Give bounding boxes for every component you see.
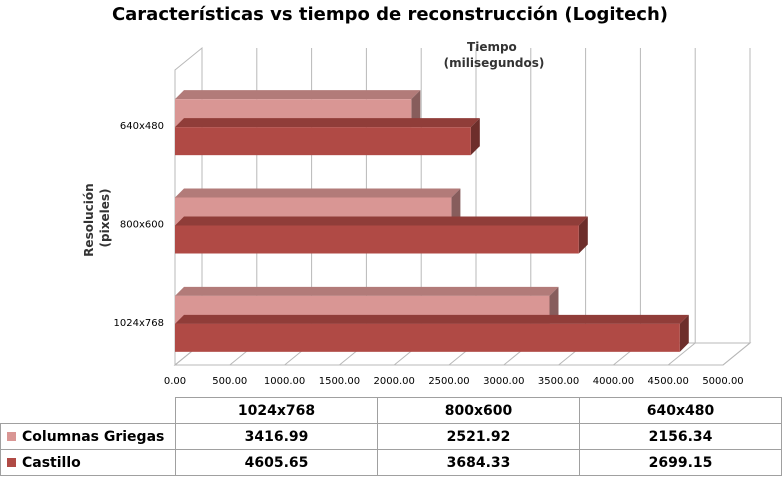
data-table-cell: 3416.99 [175, 423, 378, 450]
x-tick-label: 2000.00 [374, 376, 415, 387]
bar-face [175, 127, 471, 156]
x-axis-title-line1: Tiempo [467, 40, 517, 54]
x-tick-label: 4500.00 [648, 376, 689, 387]
data-table-header: 800x600 [377, 397, 580, 424]
bar-end [549, 286, 559, 324]
legend-swatch [7, 431, 16, 441]
data-table-cell: 4605.65 [175, 449, 378, 476]
data-table-cell: 2699.15 [579, 449, 782, 476]
bar-end [451, 188, 461, 226]
legend-swatch [7, 457, 16, 467]
bar-end [578, 216, 588, 254]
y-axis-title-line1: Resolución [82, 183, 96, 256]
legend-entry-castillo: Castillo [0, 449, 176, 476]
x-tick-label: 4000.00 [593, 376, 634, 387]
data-table: 1024x768 800x600 640x480 Columnas Griega… [0, 397, 782, 476]
gridline-floor [722, 342, 751, 366]
bar-top [175, 90, 421, 100]
bar-top [175, 118, 480, 128]
bar-end [470, 118, 480, 156]
data-table-header: 1024x768 [175, 397, 378, 424]
x-tick-label: 3500.00 [538, 376, 579, 387]
data-table-cell: 3684.33 [377, 449, 580, 476]
bar-face [175, 323, 680, 352]
x-axis-title: Tiempo (milisegundos) [444, 40, 545, 70]
x-tick-label: 2500.00 [428, 376, 469, 387]
bar-top [175, 216, 588, 226]
data-table-cell: 2521.92 [377, 423, 580, 450]
x-tick-label: 3000.00 [483, 376, 524, 387]
chart-title: Características vs tiempo de reconstrucc… [112, 4, 668, 25]
x-tick-label: 1500.00 [319, 376, 360, 387]
data-table-row: Columnas Griegas 3416.99 2521.92 2156.34 [0, 423, 782, 450]
category-label: 1024x768 [114, 318, 164, 329]
gridline-floor [667, 342, 696, 366]
bar-castillo [175, 118, 480, 156]
x-tick-label: 1000.00 [264, 376, 305, 387]
bars [175, 90, 689, 352]
x-tick-label: 500.00 [212, 376, 247, 387]
x-axis-title-line2: (milisegundos) [444, 56, 545, 70]
bar-end [679, 314, 689, 352]
legend-entry-columnas-griegas: Columnas Griegas [0, 423, 176, 450]
category-label: 800x600 [120, 220, 164, 231]
legend-label: Castillo [22, 454, 81, 471]
bar-face [175, 225, 579, 254]
bar-top [175, 188, 461, 198]
bar-end [411, 90, 421, 128]
category-label: 640x480 [120, 121, 164, 132]
bar-chart: Características vs tiempo de reconstrucc… [82, 4, 752, 387]
data-table-cell: 2156.34 [579, 423, 782, 450]
data-table-header: 640x480 [579, 397, 782, 424]
y-axis-title-group: Resolución (pixeles) [82, 179, 112, 257]
y-axis-title-line2: (pixeles) [98, 189, 112, 248]
x-tick-labels: 0.00 500.00 1000.00 1500.00 2000.00 2500.00 30… [164, 376, 744, 387]
bar-castillo [175, 216, 588, 254]
legend-label: Columnas Griegas [22, 428, 165, 445]
data-table-row: Castillo 4605.65 3684.33 2699.15 [0, 449, 782, 476]
bar-castillo [175, 314, 689, 352]
bar-top [175, 286, 559, 296]
data-table-header-row: 1024x768 800x600 640x480 [1, 397, 782, 424]
x-tick-label: 5000.00 [702, 376, 743, 387]
x-tick-label: 0.00 [164, 376, 186, 387]
data-table-corner [1, 398, 176, 424]
bar-top [175, 314, 689, 324]
category-labels: 1024x768 800x600 640x480 [114, 121, 164, 329]
y-axis-title: Resolución (pixeles) [82, 179, 112, 257]
